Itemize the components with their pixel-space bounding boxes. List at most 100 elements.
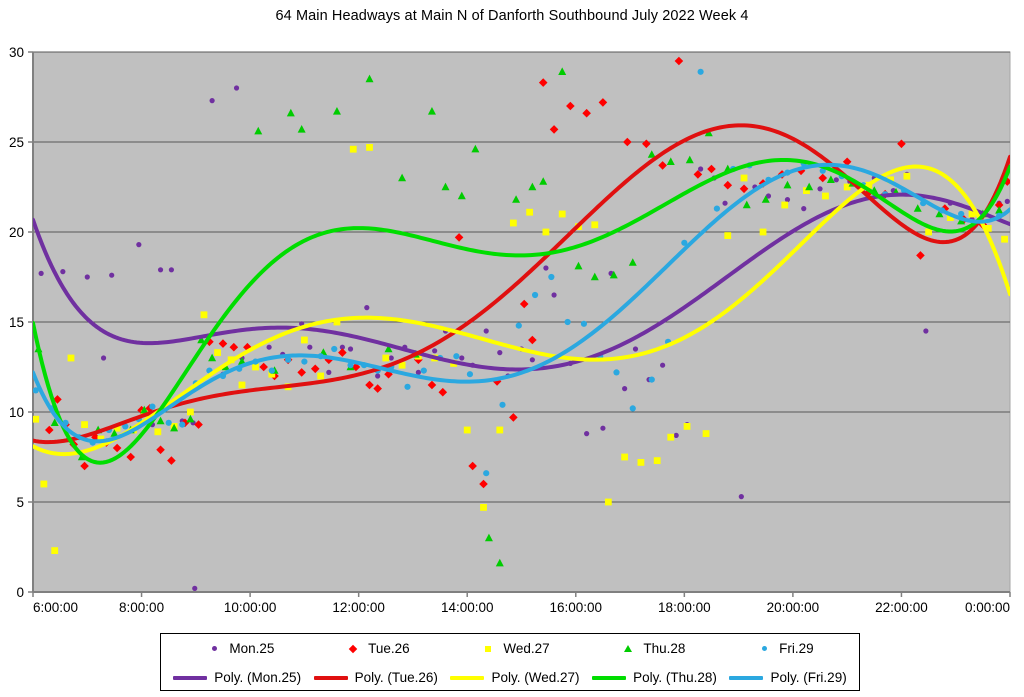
series-layer bbox=[33, 56, 1010, 592]
data-point bbox=[197, 335, 206, 344]
data-point bbox=[826, 175, 835, 183]
data-point bbox=[454, 233, 464, 242]
data-point bbox=[237, 357, 246, 365]
data-point bbox=[479, 479, 488, 489]
triangle-marker-icon bbox=[620, 642, 636, 656]
legend-label: Poly. (Tue.26) bbox=[354, 669, 438, 685]
data-point bbox=[538, 78, 548, 87]
data-point bbox=[154, 428, 162, 436]
legend-item-trend-poly-wed-27[interactable]: Poly. (Wed.27) bbox=[450, 669, 580, 685]
data-point bbox=[373, 384, 382, 393]
data-point bbox=[539, 177, 548, 185]
data-point bbox=[483, 328, 489, 334]
data-point bbox=[528, 182, 537, 191]
data-point bbox=[168, 267, 175, 273]
data-point bbox=[558, 210, 566, 218]
legend-item-trend-poly-tue-26[interactable]: Poly. (Tue.26) bbox=[313, 669, 438, 685]
diamond-marker-icon bbox=[345, 642, 361, 656]
data-point bbox=[80, 461, 89, 471]
data-point bbox=[584, 431, 590, 437]
data-point bbox=[1001, 235, 1008, 243]
data-point bbox=[50, 418, 59, 426]
data-point bbox=[658, 161, 667, 170]
data-point bbox=[693, 170, 703, 179]
data-point bbox=[366, 144, 373, 151]
data-point bbox=[243, 342, 252, 352]
data-point bbox=[843, 183, 851, 191]
data-point bbox=[268, 367, 275, 374]
legend-item-trend-poly-fri-29[interactable]: Poly. (Fri.29) bbox=[729, 669, 847, 685]
legend-trendline-row: Poly. (Mon.25) Poly. (Tue.26) Poly. (Wed.2… bbox=[161, 663, 859, 692]
data-point bbox=[681, 239, 688, 246]
data-point bbox=[310, 364, 320, 374]
data-point bbox=[647, 150, 656, 158]
data-point bbox=[842, 157, 852, 167]
data-point bbox=[598, 98, 608, 107]
data-point bbox=[702, 430, 710, 437]
y-tick-label-5: 5 bbox=[16, 495, 24, 510]
y-tick-label-20: 20 bbox=[9, 225, 24, 240]
trendline-swatch-icon bbox=[729, 675, 764, 680]
trendline-swatch-icon bbox=[173, 675, 208, 680]
data-point bbox=[622, 386, 628, 392]
data-point bbox=[984, 225, 992, 232]
data-point bbox=[441, 182, 450, 191]
x-tick-label-4: 14:00:00 bbox=[441, 600, 494, 615]
data-point bbox=[1002, 177, 1010, 186]
legend-item-mon-25[interactable]: Mon.25 bbox=[206, 642, 274, 656]
data-point bbox=[297, 125, 306, 133]
y-tick-label-0: 0 bbox=[16, 585, 24, 600]
data-point bbox=[214, 349, 221, 356]
data-point bbox=[600, 425, 606, 431]
legend-item-wed-27[interactable]: Wed.27 bbox=[480, 642, 550, 656]
data-point bbox=[432, 348, 438, 354]
data-point bbox=[673, 432, 679, 438]
legend-item-fri-29[interactable]: Fri.29 bbox=[756, 642, 814, 656]
x-tick-label-5: 16:00:00 bbox=[549, 600, 602, 615]
data-point bbox=[632, 346, 639, 352]
data-point bbox=[40, 480, 48, 488]
legend-item-tue-26[interactable]: Tue.26 bbox=[345, 642, 410, 656]
data-point bbox=[582, 108, 591, 118]
data-point bbox=[621, 453, 629, 461]
data-point bbox=[528, 335, 537, 345]
data-point bbox=[194, 420, 203, 429]
legend-item-trend-poly-mon-25[interactable]: Poly. (Mon.25) bbox=[173, 671, 301, 685]
legend-item-trend-poly-thu-28[interactable]: Poly. (Thu.28) bbox=[592, 671, 717, 685]
trendline-Thu.28 bbox=[33, 157, 1010, 465]
data-point bbox=[218, 339, 228, 348]
data-point bbox=[818, 173, 828, 183]
legend-label: Tue.26 bbox=[368, 640, 410, 656]
data-point bbox=[551, 292, 557, 298]
data-point bbox=[186, 414, 195, 423]
data-point bbox=[113, 424, 121, 432]
legend-label: Mon.25 bbox=[229, 640, 275, 656]
data-point bbox=[968, 210, 976, 218]
trendline-swatch-icon bbox=[592, 675, 627, 680]
data-point bbox=[783, 180, 792, 189]
data-point bbox=[122, 423, 129, 430]
data-point bbox=[707, 164, 716, 174]
data-point bbox=[297, 368, 306, 377]
data-point bbox=[698, 166, 704, 172]
data-point bbox=[946, 214, 954, 221]
data-point bbox=[81, 421, 88, 428]
legend-label: Poly. (Fri.29) bbox=[770, 669, 847, 685]
legend-item-thu-28[interactable]: Thu.28 bbox=[620, 642, 685, 656]
data-point bbox=[471, 144, 480, 153]
data-point bbox=[110, 429, 119, 437]
data-point bbox=[457, 191, 466, 200]
data-point bbox=[660, 362, 666, 368]
data-point bbox=[229, 342, 239, 352]
data-point bbox=[784, 197, 791, 203]
data-point bbox=[100, 355, 107, 361]
data-point bbox=[903, 172, 911, 180]
data-point bbox=[140, 405, 149, 414]
legend-label: Poly. (Wed.27) bbox=[491, 669, 580, 685]
x-tick-label-7: 20:00:00 bbox=[767, 600, 820, 615]
x-tick-label-9: 0:00:00 bbox=[965, 600, 1010, 615]
y-tick-label-30: 30 bbox=[9, 45, 24, 60]
data-point bbox=[722, 200, 728, 206]
trendline-swatch-icon bbox=[313, 675, 348, 680]
